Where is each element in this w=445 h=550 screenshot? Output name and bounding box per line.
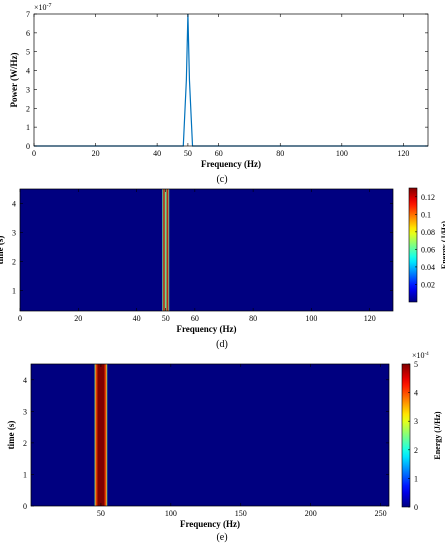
x-tick-label: 20 [74,314,82,323]
y-tick-label: 4 [23,376,27,385]
x-tick-label: 100 [305,314,317,323]
heatmap-background [20,189,393,311]
y-tick-label: 2 [23,439,27,448]
colorbar-tick-label: 4 [414,389,418,398]
x-tick-label: 50 [162,314,170,323]
x-tick-label: 250 [375,509,387,518]
axes-frame [33,13,429,147]
y-tick-label: 3 [12,229,16,238]
axes-frame [19,188,394,312]
chart-panel-2: 0 1 2 3 4 5 Energy (J/Hz) ×10-4 50 100 150 200 250 0 1… [6,351,442,543]
chart-panel-1: 0.02 0.04 0.06 0.08 0.1 0.12 Energy (J/Hz) 0 20 4… [0,187,445,350]
x-tick-label: 100 [336,149,348,158]
y-axis-exponent: ×10-7 [34,3,52,12]
x-axis-label: Frequency (Hz) [201,159,261,169]
colorbar-tick-label: 0.12 [421,193,435,202]
colorbar-tick-label: 2 [414,446,418,455]
y-tick-label: 1 [23,470,27,479]
y-tick-label: 5 [26,48,30,57]
panel-caption: (e) [216,532,227,543]
colorbar-tick-label: 0.04 [421,263,435,272]
heatmap-background [31,364,389,506]
colorbar [408,187,418,303]
x-tick-label: 150 [235,509,247,518]
x-tick-label: 60 [215,149,223,158]
plot-background [34,14,428,146]
y-tick-label: 2 [12,258,16,267]
y-tick-label: 2 [26,104,30,113]
x-tick-label: 50 [97,509,105,518]
y-tick-label: 3 [26,85,30,94]
colorbar-tick-label: 5 [414,360,418,369]
colorbar [401,363,411,508]
y-axis-label: time (s) [0,236,5,265]
x-tick-label: 200 [305,509,317,518]
colorbar-label: Energy (J/Hz) [440,221,445,270]
colorbar-label: Energy (J/Hz) [433,411,442,460]
y-axis-label: time (s) [6,421,16,450]
y-axis-label: Power (W/Hz) [9,52,19,107]
y-tick-label: 1 [26,123,30,132]
y-tick-label: 6 [26,29,30,38]
x-axis-label: Frequency (Hz) [180,519,240,529]
heatmap-band [162,189,170,311]
x-tick-label: 80 [249,314,257,323]
chart-panel-0: ×10-7 0 20 40 50 60 80 100 120 0 1 2 3 4 5 6 7 Frequency … [9,3,429,185]
y-tick-label: 7 [26,10,30,19]
colorbar-tick-label: 0.06 [421,245,435,254]
axes-frame [30,363,390,507]
x-tick-label: 120 [364,314,376,323]
y-tick-label: 4 [26,67,30,76]
colorbar-tick-label: 0.08 [421,228,435,237]
colorbar-tick-label: 0 [414,503,418,512]
colorbar-exponent: ×10-4 [412,351,429,360]
x-tick-label: 50 [184,149,192,158]
x-tick-label: 0 [32,149,36,158]
y-tick-label: 1 [12,287,16,296]
y-tick-label: 3 [23,407,27,416]
x-tick-label: 20 [92,149,100,158]
colorbar-exponent-power: -4 [425,352,430,357]
colorbar-tick-label: 1 [414,474,418,483]
colorbar-tick-label: 0.02 [421,280,435,289]
x-tick-label: 60 [191,314,199,323]
x-tick-label: 120 [397,149,409,158]
y-tick-label: 0 [23,502,27,511]
colorbar-tick-label: 0.1 [421,210,431,219]
y-axis-exponent-power: -7 [47,3,52,9]
colorbar-tick-label: 3 [414,417,418,426]
panel-caption: (d) [216,339,228,350]
x-tick-label: 40 [133,314,141,323]
y-tick-label: 4 [12,200,16,209]
x-tick-label: 40 [153,149,161,158]
heatmap-band [94,364,108,506]
x-tick-label: 80 [276,149,284,158]
y-tick-label: 0 [26,142,30,151]
x-tick-label: 0 [18,314,22,323]
panel-caption: (c) [216,174,227,185]
x-tick-label: 100 [165,509,177,518]
x-axis-label: Frequency (Hz) [176,324,236,334]
